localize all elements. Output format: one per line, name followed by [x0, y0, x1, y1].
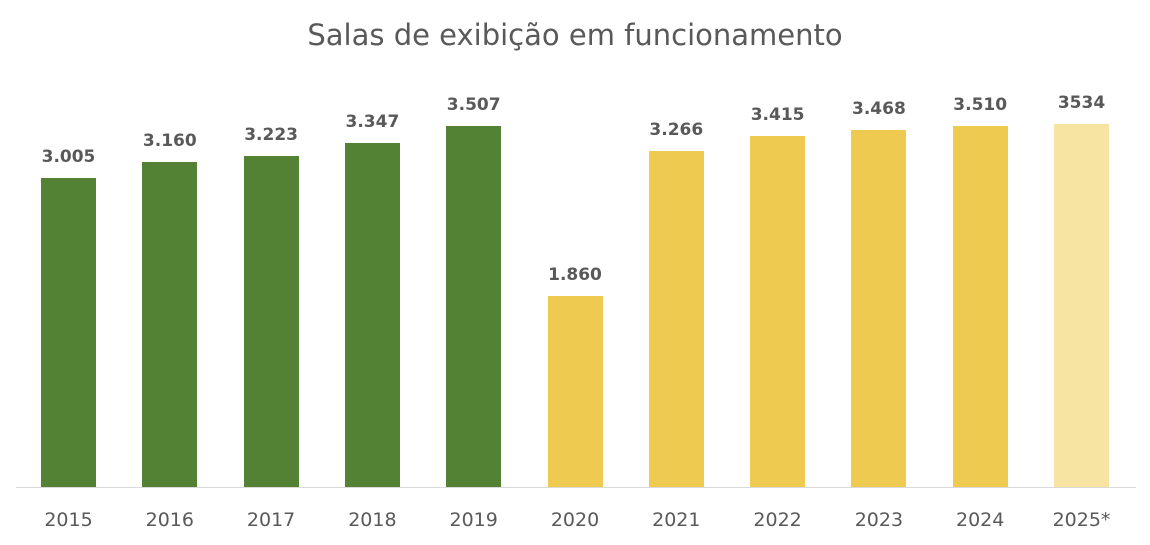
- data-label: 3534: [1057, 92, 1106, 113]
- data-label: 3.415: [750, 104, 805, 125]
- bar-2023: [851, 130, 907, 487]
- data-label: 3.160: [142, 131, 197, 152]
- chart-title: Salas de exibição em funcionamento: [307, 18, 843, 52]
- bar-2021: [648, 151, 704, 487]
- x-tick-label: 2017: [246, 509, 296, 531]
- data-label: 3.223: [244, 124, 298, 145]
- x-tick-label: 2018: [348, 509, 397, 531]
- x-tick-label: 2015: [44, 509, 93, 531]
- bar-2018: [344, 142, 400, 487]
- bar-2019: [446, 126, 502, 487]
- x-tick-label: 2021: [652, 509, 701, 531]
- data-label: 3.347: [345, 111, 400, 132]
- bar-2020: [547, 295, 603, 487]
- x-tick-label: 2025*: [1052, 509, 1111, 531]
- x-tick-label: 2020: [550, 509, 600, 531]
- x-tick-label: 2016: [145, 509, 194, 531]
- bar-2016: [142, 162, 198, 487]
- data-label: 3.468: [852, 99, 906, 120]
- bar-2024: [952, 126, 1008, 487]
- x-tick-label: 2024: [956, 509, 1005, 531]
- data-label: 1.860: [548, 264, 602, 285]
- x-tick-label: 2023: [854, 509, 904, 531]
- bar-2025: [1054, 123, 1109, 487]
- data-label: 3.266: [649, 120, 704, 141]
- x-tick-label: 2022: [753, 509, 802, 531]
- x-axis-line: [16, 487, 1136, 488]
- x-tick-label: 2019: [449, 509, 498, 531]
- bar-2017: [243, 155, 299, 487]
- bar-2022: [750, 135, 806, 487]
- bar-2015: [41, 178, 96, 487]
- data-label: 3.005: [41, 147, 96, 167]
- data-label: 3.510: [953, 95, 1008, 116]
- data-label: 3.507: [446, 95, 501, 116]
